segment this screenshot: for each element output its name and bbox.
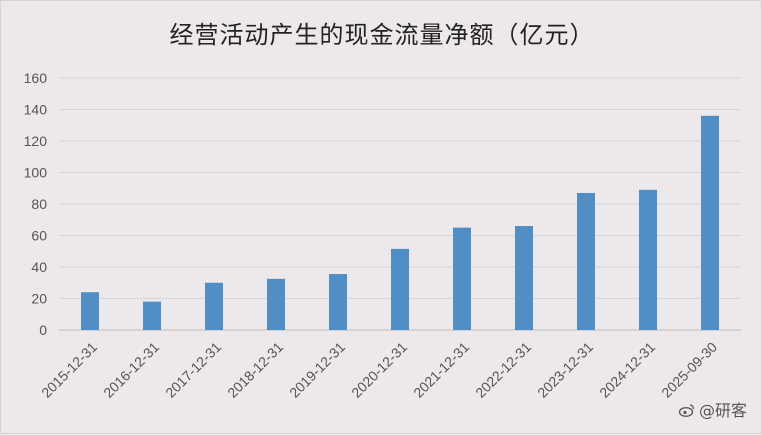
bar xyxy=(329,274,347,330)
bar xyxy=(81,292,99,330)
bar xyxy=(639,189,657,330)
y-tick-label: 100 xyxy=(24,165,48,181)
bar xyxy=(577,192,595,330)
bar xyxy=(391,248,409,330)
y-tick-label: 120 xyxy=(24,133,48,149)
bar xyxy=(143,301,161,330)
x-tick-label: 2022-12-31 xyxy=(472,339,534,401)
x-tick-label: 2017-12-31 xyxy=(162,339,224,401)
y-tick-label: 80 xyxy=(31,196,47,212)
x-tick-label: 2015-12-31 xyxy=(38,339,100,401)
y-tick-label: 160 xyxy=(24,70,48,86)
y-tick-label: 60 xyxy=(31,228,47,244)
y-tick-label: 20 xyxy=(31,291,47,307)
bar-series xyxy=(81,115,719,330)
bar xyxy=(515,226,533,330)
x-tick-label: 2024-12-31 xyxy=(596,339,658,401)
x-tick-label: 2019-12-31 xyxy=(286,339,348,401)
watermark-text: @研客 xyxy=(698,401,747,420)
y-tick-label: 0 xyxy=(39,322,47,338)
x-axis-ticks: 2015-12-31 2016-12-31 2017-12-31 2018-12-31… xyxy=(38,339,720,401)
watermark: @研客 xyxy=(678,397,747,421)
y-tick-label: 140 xyxy=(24,102,48,118)
bar xyxy=(701,115,719,330)
weibo-icon xyxy=(678,402,695,417)
chart-title: 经营活动产生的现金流量净额（亿元） xyxy=(170,21,595,49)
x-tick-label: 2023-12-31 xyxy=(534,339,596,401)
bar xyxy=(453,227,471,330)
y-tick-label: 40 xyxy=(31,259,47,275)
x-tick-label: 2025-09-30 xyxy=(658,339,720,401)
x-tick-label: 2020-12-31 xyxy=(348,339,410,401)
y-axis-ticks: 0 20 40 60 80 100 120 140 160 xyxy=(24,70,48,338)
x-tick-label: 2018-12-31 xyxy=(224,339,286,401)
x-tick-label: 2016-12-31 xyxy=(100,339,162,401)
x-tick-label: 2021-12-31 xyxy=(410,339,472,401)
grid-layer xyxy=(59,77,741,331)
bar xyxy=(267,278,285,330)
bar xyxy=(205,282,223,330)
